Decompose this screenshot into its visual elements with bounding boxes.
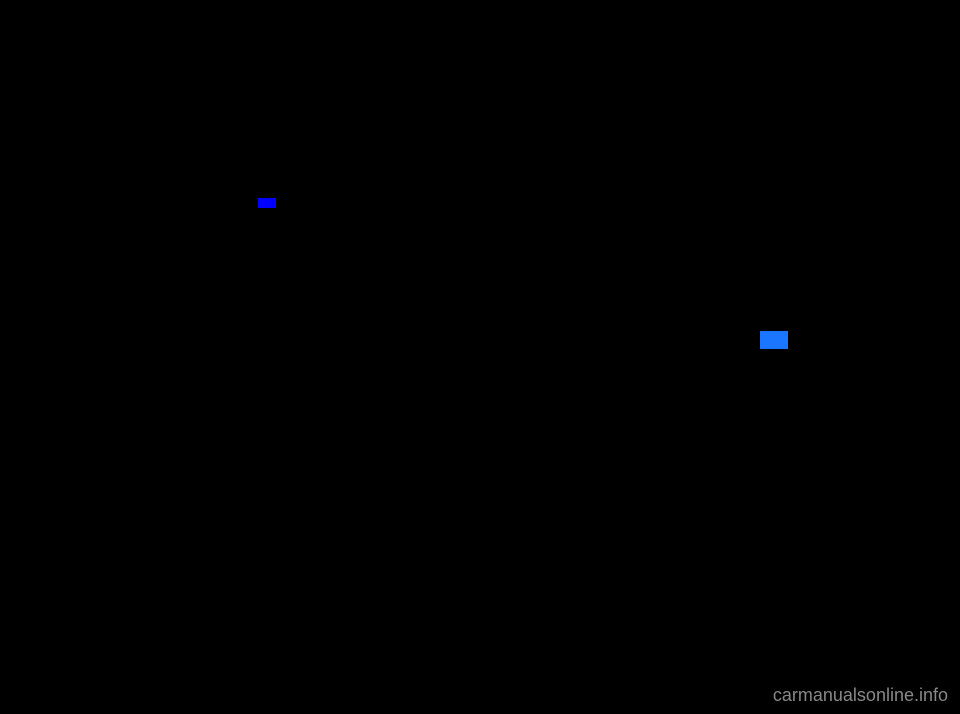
- highlight-marker-2: [760, 331, 788, 349]
- watermark-text: carmanualsonline.info: [773, 685, 948, 706]
- highlight-marker-1: [258, 198, 276, 208]
